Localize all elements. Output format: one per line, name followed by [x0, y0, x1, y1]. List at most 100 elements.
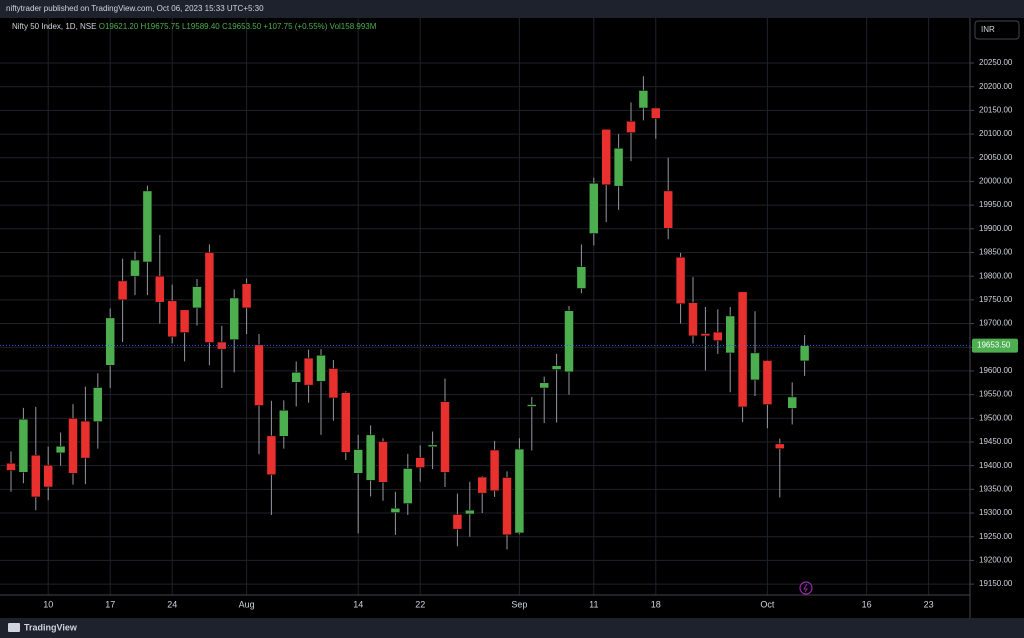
- y-tick-label: 19850.00: [979, 248, 1013, 257]
- legend-change: +107.75 (+0.55%): [263, 22, 327, 31]
- candle-body: [316, 355, 326, 382]
- legend-low: L19589.40: [182, 22, 220, 31]
- currency-button[interactable]: [974, 20, 1020, 40]
- candle-body: [353, 449, 363, 474]
- candle-body: [440, 401, 450, 473]
- candle-body: [675, 256, 686, 304]
- candle-body: [390, 508, 401, 513]
- y-tick-label: 19800.00: [979, 271, 1013, 280]
- x-tick-label: 16: [862, 599, 872, 609]
- candle-body: [551, 365, 562, 370]
- legend: Nifty 50 Index, 1D, NSE O19621.20 H19675…: [12, 22, 377, 31]
- footer-bar: [0, 618, 1024, 638]
- y-tick-label: 19400.00: [979, 461, 1013, 470]
- x-tick-label: Oct: [760, 599, 775, 609]
- x-tick-label: 11: [589, 599, 598, 609]
- x-tick-label: 18: [651, 599, 661, 609]
- candle-body: [465, 509, 475, 515]
- candle-body: [365, 434, 376, 481]
- legend-close: C19653.50: [222, 22, 262, 31]
- footer: TradingView: [24, 622, 78, 632]
- candle-body: [613, 148, 624, 187]
- candle-body: [117, 280, 128, 301]
- candle-body: [663, 190, 673, 229]
- x-tick-label: 17: [105, 599, 115, 609]
- candle-body: [254, 344, 264, 406]
- candle-body: [415, 457, 425, 468]
- candle-body: [502, 477, 512, 536]
- candle-body: [266, 435, 277, 475]
- x-tick-label: Sep: [511, 599, 527, 609]
- last-price-label: 19653.50: [977, 341, 1011, 350]
- candle-body: [204, 252, 215, 343]
- legend-volume: Vol158.993M: [330, 22, 377, 31]
- candle-body: [303, 357, 314, 386]
- y-tick-label: 19250.00: [979, 532, 1013, 541]
- x-tick-label: 23: [924, 599, 934, 609]
- candle-body: [725, 315, 735, 354]
- candle-body: [762, 360, 773, 405]
- y-tick-label: 20000.00: [979, 177, 1013, 186]
- y-tick-label: 20100.00: [979, 129, 1013, 138]
- candle-body: [6, 463, 16, 471]
- candle-body: [31, 455, 41, 498]
- candle-body: [167, 300, 177, 338]
- y-tick-label: 19150.00: [979, 579, 1013, 588]
- y-tick-label: 20250.00: [979, 58, 1013, 67]
- candle-body: [775, 443, 785, 449]
- legend-open: O19621.20: [99, 22, 139, 31]
- candle-body: [328, 368, 339, 399]
- candle-body: [688, 302, 698, 337]
- y-tick-label: 19750.00: [979, 295, 1013, 304]
- y-tick-label: 19450.00: [979, 437, 1013, 446]
- candle-body: [799, 345, 810, 362]
- candle-body: [378, 441, 388, 483]
- chart-background: [0, 18, 1024, 638]
- candle-body: [626, 121, 636, 133]
- candle-body: [341, 392, 351, 453]
- candle-body: [638, 90, 649, 109]
- candle-body: [564, 310, 574, 373]
- currency-button-label[interactable]: INR: [981, 25, 995, 34]
- candle-body: [589, 183, 599, 234]
- candle-body: [105, 317, 115, 366]
- header: niftytrader published on TradingView.com…: [6, 4, 264, 13]
- y-tick-label: 19300.00: [979, 508, 1013, 517]
- event-icon-bolt: [803, 583, 808, 593]
- y-tick-label: 20200.00: [979, 82, 1013, 91]
- candle-body: [700, 333, 711, 337]
- last-price-tag: [972, 338, 1018, 353]
- candle-body: [80, 420, 91, 459]
- candle-body: [489, 449, 500, 492]
- y-tick-label: 20150.00: [979, 105, 1013, 114]
- candle-body: [229, 297, 239, 340]
- candle-body: [477, 476, 487, 494]
- event-icon[interactable]: [799, 581, 813, 595]
- y-tick-label: 19700.00: [979, 319, 1013, 328]
- legend-symbol: Nifty 50 Index, 1D, NSE: [12, 22, 96, 31]
- candle-body: [539, 382, 549, 389]
- y-tick-label: 20050.00: [979, 153, 1013, 162]
- y-tick-label: 19500.00: [979, 413, 1013, 422]
- footer-logo: [8, 623, 20, 632]
- candle-body: [514, 448, 525, 534]
- y-tick-label: 19900.00: [979, 224, 1013, 233]
- candle-body: [291, 372, 301, 383]
- candle-body: [452, 514, 463, 530]
- candle-body: [179, 309, 190, 333]
- candle-body: [787, 396, 797, 409]
- candle-body: [155, 275, 165, 303]
- y-tick-label: 19550.00: [979, 390, 1013, 399]
- candle-body: [279, 409, 289, 437]
- x-tick-label: 22: [415, 599, 425, 609]
- candle-body: [427, 444, 438, 447]
- header-bar: [0, 0, 1024, 18]
- candle-body: [93, 387, 103, 422]
- candle-body: [651, 107, 661, 119]
- x-tick-label: Aug: [239, 599, 255, 609]
- x-tick-label: 14: [353, 599, 363, 609]
- candle-body: [403, 468, 413, 504]
- candle-body: [130, 259, 140, 277]
- candle-body: [750, 352, 760, 381]
- y-tick-label: 19950.00: [979, 200, 1013, 209]
